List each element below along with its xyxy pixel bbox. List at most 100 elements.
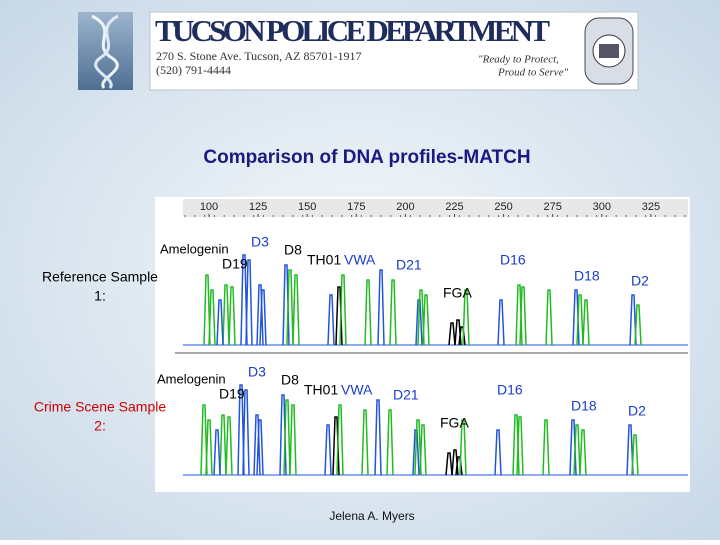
peak: [256, 419, 264, 476]
scale-label: 275: [544, 201, 562, 213]
scale-label: 150: [298, 201, 316, 213]
peak: [519, 286, 527, 346]
scale-strip: [183, 199, 688, 217]
locus-label: D16: [500, 252, 526, 268]
peak: [237, 384, 245, 476]
scale-label: 100: [200, 201, 218, 213]
peak: [327, 294, 335, 346]
locus-label: D3: [248, 364, 266, 380]
sample-label: 2:: [94, 418, 106, 434]
locus-label: D18: [574, 268, 600, 284]
scale-label: 325: [642, 201, 660, 213]
peak: [459, 419, 467, 476]
peak: [200, 404, 208, 476]
peak: [494, 429, 502, 476]
locus-label: D18: [571, 398, 597, 414]
peak: [203, 274, 211, 346]
locus-label: TH01: [307, 252, 341, 268]
locus-label: D19: [219, 386, 245, 402]
locus-label: D8: [281, 372, 299, 388]
peak: [253, 414, 261, 476]
peak: [256, 284, 264, 346]
peak: [289, 404, 297, 476]
dna-icon: [78, 12, 133, 90]
scale-label: 125: [249, 201, 267, 213]
peak: [516, 416, 524, 476]
locus-label: D19: [222, 256, 248, 272]
peak: [286, 269, 294, 346]
peak: [629, 294, 637, 346]
peak: [283, 399, 291, 476]
peak: [462, 289, 470, 346]
peak: [448, 322, 456, 346]
peak: [339, 274, 347, 346]
sample-label: Crime Scene Sample: [34, 399, 166, 415]
peak: [419, 424, 427, 476]
peak: [634, 304, 642, 346]
peak: [216, 299, 224, 346]
locus-label: D21: [396, 257, 422, 273]
peak: [242, 389, 250, 476]
locus-label: FGA: [443, 285, 472, 301]
banner-motto: Proud to Serve": [497, 67, 569, 79]
peak: [631, 434, 639, 476]
peak: [374, 399, 382, 476]
locus-label: TH01: [304, 382, 338, 398]
locus-label: D2: [628, 403, 646, 419]
peak: [573, 424, 581, 476]
peak: [579, 429, 587, 476]
peak: [324, 424, 332, 476]
locus-label: Amelogenin: [157, 371, 226, 386]
header-banner: TUCSON POLICE DEPARTMENT 270 S. Stone Av…: [149, 11, 639, 91]
banner-motto: "Ready to Protect,: [478, 54, 559, 66]
banner-phone: (520) 791-4444: [156, 63, 231, 77]
locus-label: D8: [284, 242, 302, 258]
locus-label: D3: [251, 234, 269, 250]
banner-title: TUCSON POLICE DEPARTMENT: [155, 13, 550, 48]
peak: [245, 259, 253, 346]
peak: [414, 419, 422, 476]
peak: [222, 284, 230, 346]
peak: [213, 429, 221, 476]
badge: [584, 17, 634, 85]
locus-label: VWA: [341, 382, 373, 398]
peak: [545, 289, 553, 346]
peak: [377, 269, 385, 346]
locus-label: FGA: [440, 415, 469, 431]
locus-label: D2: [631, 273, 649, 289]
peak: [576, 294, 584, 346]
banner-address: 270 S. Stone Ave. Tucson, AZ 85701-1917: [156, 49, 361, 63]
locus-label: VWA: [344, 252, 376, 268]
peak: [219, 414, 227, 476]
locus-label: D16: [497, 382, 523, 398]
peak: [292, 274, 300, 346]
author: Jelena A. Myers: [329, 509, 414, 523]
peak: [417, 289, 425, 346]
peak: [422, 294, 430, 346]
sample-label: Reference Sample: [42, 269, 158, 285]
peak: [389, 279, 397, 346]
peak: [445, 452, 453, 476]
slide-title: Comparison of DNA profiles-MATCH: [203, 147, 530, 168]
scale-label: 250: [494, 201, 512, 213]
peak: [542, 419, 550, 476]
scale-label: 300: [593, 201, 611, 213]
peak: [626, 424, 634, 476]
peak: [386, 409, 394, 476]
peak: [361, 409, 369, 476]
scale-label: 200: [396, 201, 414, 213]
locus-label: Amelogenin: [160, 241, 229, 256]
peak: [336, 404, 344, 476]
scale-label: 175: [347, 201, 365, 213]
peak: [228, 286, 236, 346]
peak: [582, 299, 590, 346]
peak: [364, 279, 372, 346]
peak: [497, 299, 505, 346]
scale-label: 225: [445, 201, 463, 213]
peak: [208, 289, 216, 346]
electropherogram: 100 125 150 175 200 225 250 275 300 325 Amelogenin…: [155, 197, 690, 492]
